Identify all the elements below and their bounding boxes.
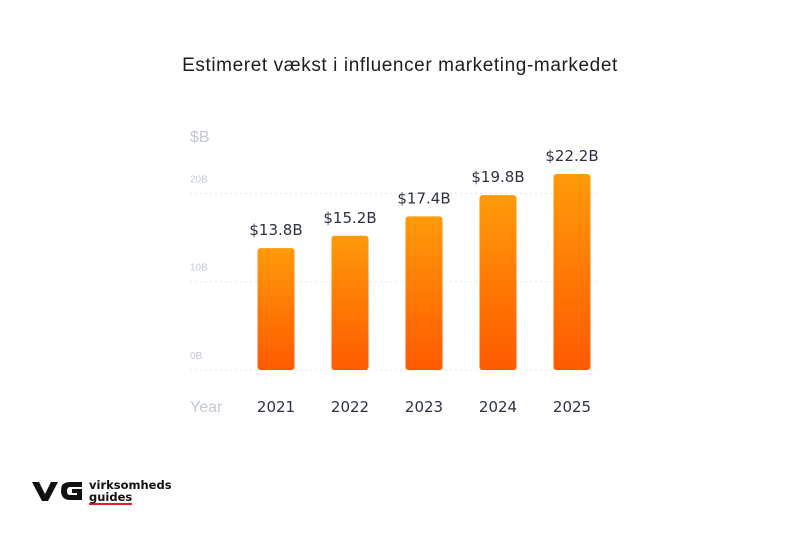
bar <box>331 235 369 370</box>
bar <box>257 248 295 370</box>
x-tick-label: 2025 <box>553 398 591 416</box>
bar-value-label: $22.2B <box>545 147 598 165</box>
vg-logo-icon <box>32 482 82 501</box>
brand-name-line1: virksomheds <box>89 478 172 492</box>
x-tick-label: 2023 <box>405 398 443 416</box>
brand-name-line2: guides <box>89 490 133 505</box>
y-axis-label: $B <box>190 129 210 146</box>
bar <box>553 173 591 370</box>
x-tick-label: 2022 <box>331 398 369 416</box>
bar <box>405 216 443 370</box>
bar <box>479 195 517 370</box>
bar-value-label: $17.4B <box>397 189 450 207</box>
bar-value-label: $19.8B <box>471 168 524 186</box>
bar-value-label: $13.8B <box>249 221 302 239</box>
brand-logo: virksomheds guides <box>32 476 182 506</box>
y-tick-label: 10B <box>190 263 208 274</box>
y-tick-label: 0B <box>190 351 203 362</box>
x-tick-label: 2021 <box>257 398 295 416</box>
x-axis-label: Year <box>190 399 223 416</box>
chart-title: Estimeret vækst i influencer marketing-m… <box>182 55 618 76</box>
bar-value-label: $15.2B <box>323 209 376 227</box>
y-tick-label: 20B <box>190 174 208 185</box>
x-tick-label: 2024 <box>479 398 517 416</box>
